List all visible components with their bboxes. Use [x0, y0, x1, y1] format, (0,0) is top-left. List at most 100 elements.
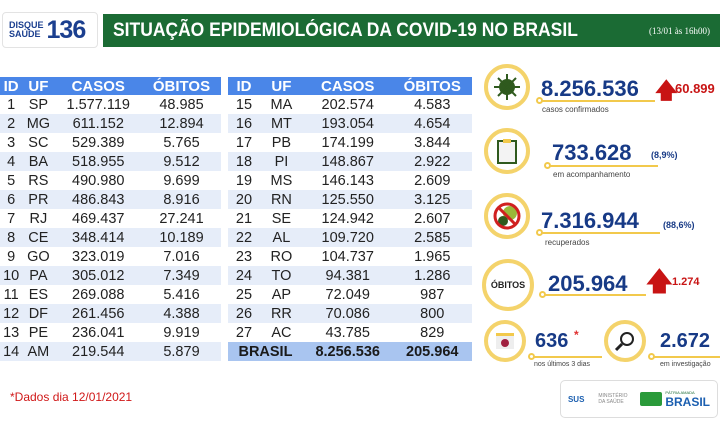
calendar-icon [484, 320, 526, 362]
virus-icon [484, 64, 530, 110]
cell: CE [22, 228, 55, 247]
brand: BRASIL [665, 394, 710, 409]
cell: MT [259, 114, 303, 133]
deaths-increase: 1.274 [672, 276, 700, 288]
cell: 146.143 [321, 172, 374, 189]
cell: 4 [0, 152, 23, 171]
cell: MS [270, 172, 293, 189]
table-row: 21 SE 124.942 2.607 [228, 209, 472, 228]
table-row: 8 CE 348.414 10.189 [0, 228, 221, 247]
confirmed-label: casos confirmados [542, 105, 609, 114]
arrow-up-icon: 🡅 [646, 266, 673, 296]
cell: 4.654 [392, 114, 472, 133]
cell: 11 [3, 286, 19, 303]
logo-line1: DISQUE [9, 20, 44, 30]
table-row: 3 SC 529.389 5.765 [0, 133, 221, 152]
cell: RS [28, 172, 49, 189]
cell: 174.199 [321, 134, 374, 151]
cell: 13 [3, 324, 20, 341]
arrow-up-icon: 🡅 [655, 78, 678, 103]
cell: 305.012 [54, 266, 142, 285]
column-header: ID [0, 77, 23, 95]
cell: 21 [235, 210, 253, 227]
cell: DF [22, 304, 55, 323]
cell: 8 [0, 228, 23, 247]
cell: 72.049 [325, 286, 370, 303]
magnifier-icon [604, 320, 646, 362]
table-row: 25 AP 72.049 987 [228, 285, 472, 304]
cell: 4.583 [414, 96, 451, 113]
table-row: 14 AM 219.544 5.879 [0, 342, 221, 361]
cell: 104.737 [321, 248, 374, 265]
footnote: *Dados dia 12/01/2021 [10, 390, 133, 404]
cell: 9.699 [163, 172, 200, 189]
table-row: 2 MG 611.152 12.894 [0, 114, 221, 133]
recent-value: 636 [535, 330, 569, 352]
cell: 829 [420, 324, 445, 341]
cell: 518.955 [54, 152, 142, 171]
cell: 20 [228, 190, 260, 209]
cell: 529.389 [72, 134, 125, 151]
cell: TO [259, 266, 303, 285]
cell: 48.985 [159, 96, 204, 113]
states-table-left: ID UF CASOS ÓBITOS 1 SP 1.577.119 48.985 2 MG 611.… [0, 77, 221, 361]
cell: PB [271, 134, 292, 151]
header-date: (13/01 às 16h00) [649, 26, 710, 36]
recovered-label: recuperados [545, 238, 590, 247]
cell: ES [28, 286, 49, 303]
investigation-value: 2.672 [660, 330, 711, 352]
recent-label: nos últimos 3 dias [534, 361, 591, 368]
cell: RJ [29, 210, 48, 227]
cell: 8.916 [142, 190, 221, 209]
table-row: 1 SP 1.577.119 48.985 [0, 95, 221, 114]
cell: 3 [7, 134, 16, 151]
cell: 148.867 [302, 152, 393, 171]
cell: AP [271, 286, 292, 303]
investigation-label: em investigação [660, 361, 711, 368]
cell: 9 [7, 248, 16, 265]
recovered-pct: (88,6%) [663, 220, 695, 230]
cell: RO [270, 248, 293, 265]
cell: 323.019 [72, 248, 125, 265]
page-title: SITUAÇÃO EPIDEMIOLÓGICA DA COVID-19 NO B… [113, 19, 578, 41]
cell: 43.785 [325, 324, 370, 341]
brand-small: PÁTRIA AMADA [665, 389, 695, 395]
table-row: 24 TO 94.381 1.286 [228, 266, 472, 285]
government-logos: SUS MINISTÉRIO DA SAÚDE PÁTRIA AMADA BRAS… [560, 380, 718, 418]
column-header: UF [259, 77, 303, 95]
table-row: 17 PB 174.199 3.844 [228, 133, 472, 152]
cell: PE [28, 324, 49, 341]
deaths-value: 205.964 [548, 271, 628, 296]
no-virus-icon [484, 193, 530, 239]
ministry-logo: MINISTÉRIO DA SAÚDE [598, 393, 628, 405]
cell: 15 [235, 96, 253, 113]
column-header: CASOS [54, 77, 142, 95]
cell: 261.456 [54, 304, 142, 323]
cell: 5.765 [163, 134, 200, 151]
cell: 348.414 [54, 228, 142, 247]
cell: PR [22, 190, 55, 209]
cell: 12.894 [142, 114, 221, 133]
cell: 3.125 [392, 190, 472, 209]
cell: RN [259, 190, 303, 209]
table-row: 22 AL 109.720 2.585 [228, 228, 472, 247]
cell: 124.942 [321, 210, 374, 227]
table-row: 13 PE 236.041 9.919 [0, 323, 221, 342]
column-header: ID [228, 77, 260, 95]
clipboard-icon [484, 128, 530, 174]
monitoring-value: 733.628 [552, 140, 632, 165]
cell: AC [271, 324, 292, 341]
cell: 219.544 [54, 342, 142, 361]
recovered-value: 7.316.944 [541, 208, 639, 233]
cell: 2.922 [392, 152, 472, 171]
cell: GO [27, 248, 50, 265]
table-row: 6 PR 486.843 8.916 [0, 190, 221, 209]
cell: AL [259, 228, 303, 247]
cell: 26 [228, 304, 260, 323]
monitoring-label: em acompanhamento [553, 170, 631, 179]
brasil-logo: PÁTRIA AMADA BRASIL [640, 390, 710, 409]
cell: 236.041 [72, 324, 125, 341]
cell: 7.349 [142, 266, 221, 285]
table-row: 20 RN 125.550 3.125 [228, 190, 472, 209]
table-row: 5 RS 490.980 9.699 [0, 171, 221, 190]
